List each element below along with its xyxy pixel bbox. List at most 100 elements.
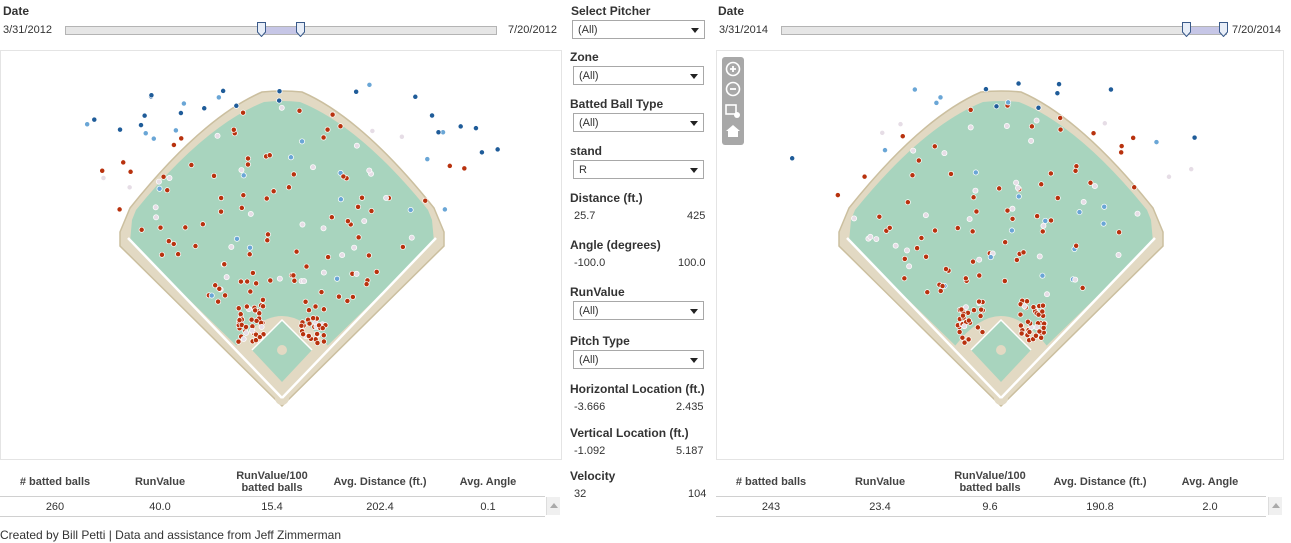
- batted-ball-dot[interactable]: [861, 173, 868, 180]
- batted-ball-dot[interactable]: [408, 234, 415, 241]
- batted-ball-dot[interactable]: [324, 126, 331, 133]
- batted-ball-dot[interactable]: [1040, 222, 1047, 229]
- batted-ball-dot[interactable]: [1005, 99, 1012, 106]
- batted-ball-dot[interactable]: [260, 303, 267, 310]
- batted-ball-dot[interactable]: [923, 253, 930, 260]
- batted-ball-dot[interactable]: [441, 206, 448, 213]
- batted-ball-dot[interactable]: [253, 337, 259, 344]
- batted-ball-dot[interactable]: [353, 270, 360, 277]
- batted-ball-dot[interactable]: [243, 323, 249, 330]
- batted-ball-dot[interactable]: [1054, 195, 1061, 201]
- batted-ball-dot[interactable]: [1044, 291, 1050, 298]
- batted-ball-dot[interactable]: [276, 275, 283, 282]
- batted-ball-dot[interactable]: [116, 206, 123, 213]
- batted-ball-dot[interactable]: [320, 134, 327, 141]
- batted-ball-dot[interactable]: [337, 123, 344, 130]
- batted-ball-dot[interactable]: [1131, 184, 1138, 191]
- batted-ball-dot[interactable]: [300, 331, 307, 338]
- batted-ball-dot[interactable]: [138, 226, 145, 233]
- batted-ball-dot[interactable]: [312, 303, 319, 310]
- batted-ball-dot[interactable]: [246, 251, 253, 258]
- batted-ball-dot[interactable]: [972, 169, 979, 176]
- right-date-handle-start[interactable]: [1182, 22, 1191, 37]
- batted-ball-dot[interactable]: [302, 298, 309, 305]
- batted-ball-dot[interactable]: [909, 172, 916, 179]
- batted-ball-dot[interactable]: [962, 275, 969, 282]
- batted-ball-dot[interactable]: [1035, 104, 1042, 111]
- batted-ball-dot[interactable]: [192, 243, 199, 250]
- zone-dropdown[interactable]: (All): [573, 66, 704, 85]
- batted-ball-dot[interactable]: [164, 187, 171, 194]
- batted-ball-dot[interactable]: [247, 288, 254, 295]
- batted-ball-dot[interactable]: [256, 310, 263, 317]
- batted-ball-dot[interactable]: [399, 243, 406, 250]
- batted-ball-dot[interactable]: [969, 228, 976, 235]
- batted-ball-dot[interactable]: [834, 192, 841, 199]
- horizontal-location-max[interactable]: 2.435: [676, 401, 704, 413]
- batted-ball-dot[interactable]: [973, 208, 980, 215]
- batted-ball-dot[interactable]: [334, 275, 341, 282]
- batted-ball-dot[interactable]: [978, 306, 985, 313]
- batted-ball-dot[interactable]: [91, 116, 98, 123]
- batted-ball-dot[interactable]: [1039, 308, 1046, 315]
- left-spray-chart[interactable]: [0, 50, 562, 460]
- batted-ball-dot[interactable]: [1002, 239, 1009, 246]
- batted-ball-dot[interactable]: [166, 175, 173, 181]
- zoom-out-icon[interactable]: [725, 81, 741, 97]
- batted-ball-dot[interactable]: [243, 303, 250, 310]
- batted-ball-dot[interactable]: [368, 208, 375, 214]
- batted-ball-dot[interactable]: [1188, 166, 1195, 173]
- batted-ball-dot[interactable]: [276, 88, 283, 95]
- batted-ball-dot[interactable]: [267, 277, 274, 284]
- batted-ball-dot[interactable]: [373, 268, 380, 275]
- zoom-area-icon[interactable]: [725, 103, 741, 119]
- batted-ball-dot[interactable]: [961, 339, 968, 346]
- batted-ball-dot[interactable]: [117, 126, 123, 133]
- batted-ball-dot[interactable]: [1080, 199, 1087, 205]
- batted-ball-dot[interactable]: [1020, 249, 1027, 256]
- batted-ball-dot[interactable]: [320, 306, 327, 313]
- batted-ball-dot[interactable]: [958, 306, 965, 313]
- batted-ball-dot[interactable]: [1072, 276, 1079, 283]
- batted-ball-dot[interactable]: [253, 317, 260, 324]
- batted-ball-dot[interactable]: [240, 335, 247, 342]
- batted-ball-dot[interactable]: [446, 162, 453, 169]
- batted-ball-dot[interactable]: [328, 214, 335, 221]
- batted-ball-dot[interactable]: [960, 312, 966, 319]
- batted-ball-dot[interactable]: [260, 296, 266, 303]
- batted-ball-dot[interactable]: [1033, 324, 1040, 331]
- batted-ball-dot[interactable]: [349, 293, 356, 300]
- batted-ball-dot[interactable]: [253, 280, 260, 287]
- batted-ball-dot[interactable]: [1108, 86, 1114, 93]
- batted-ball-dot[interactable]: [1116, 229, 1123, 236]
- batted-ball-dot[interactable]: [1130, 134, 1137, 141]
- batted-ball-dot[interactable]: [244, 161, 251, 168]
- batted-ball-dot[interactable]: [435, 129, 442, 136]
- batted-ball-dot[interactable]: [240, 109, 247, 116]
- batted-ball-dot[interactable]: [329, 111, 336, 118]
- batted-ball-dot[interactable]: [979, 329, 986, 336]
- batted-ball-dot[interactable]: [1115, 252, 1122, 258]
- batted-ball-dot[interactable]: [977, 313, 984, 319]
- batted-ball-dot[interactable]: [901, 275, 908, 282]
- batted-ball-dot[interactable]: [369, 127, 376, 134]
- batted-ball-dot[interactable]: [1039, 228, 1046, 235]
- batted-ball-dot[interactable]: [301, 278, 308, 285]
- batted-ball-dot[interactable]: [238, 204, 245, 211]
- batted-ball-dot[interactable]: [291, 277, 298, 284]
- batted-ball-dot[interactable]: [906, 263, 913, 270]
- batted-ball-dot[interactable]: [138, 122, 144, 129]
- batted-ball-dot[interactable]: [904, 247, 910, 254]
- batted-ball-dot[interactable]: [215, 298, 222, 305]
- batted-ball-dot[interactable]: [249, 269, 256, 276]
- batted-ball-dot[interactable]: [351, 244, 358, 251]
- select-pitcher-dropdown[interactable]: (All): [572, 20, 705, 39]
- batted-ball-dot[interactable]: [1076, 209, 1083, 216]
- batted-ball-dot[interactable]: [457, 123, 464, 130]
- velocity-max[interactable]: 104: [688, 488, 707, 500]
- batted-ball-dot[interactable]: [335, 293, 342, 300]
- batted-ball-dot[interactable]: [243, 330, 250, 336]
- batted-ball-dot[interactable]: [100, 175, 107, 181]
- batted-ball-dot[interactable]: [970, 258, 976, 265]
- batted-ball-dot[interactable]: [245, 155, 251, 162]
